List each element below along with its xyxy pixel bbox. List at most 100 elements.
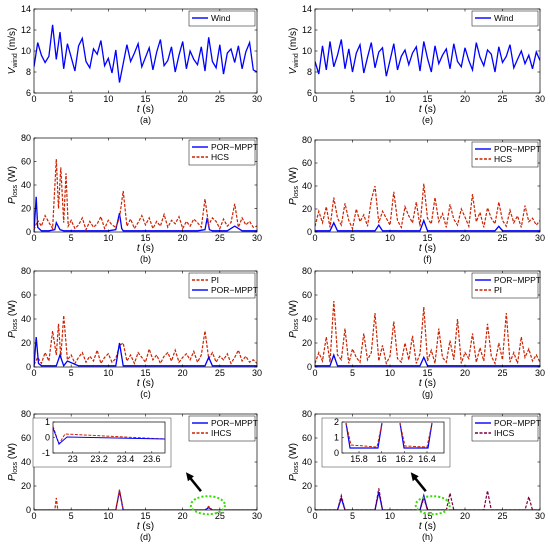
- y-tick-label-e-3: 12: [302, 25, 312, 35]
- panel-b: 0 5 10 15 20 25 30 0 20 40 60 80 t (s) Ploss (W) (b) PO…: [7, 133, 262, 264]
- y-axis-label-b: Ploss (W): [7, 166, 19, 204]
- x-tick-label-f-2: 10: [385, 233, 395, 243]
- inset-x-tick-label-h-3: 16.4: [418, 454, 436, 464]
- y-tick-label-e-4: 14: [302, 4, 312, 14]
- x-tick-label-a-2: 10: [103, 94, 113, 104]
- plot-area-b: [34, 159, 257, 232]
- plot-area-d: [34, 489, 257, 510]
- x-tick-label-g-4: 20: [460, 368, 470, 378]
- x-tick-label-h-6: 30: [535, 511, 545, 521]
- x-tick-label-h-2: 10: [385, 511, 395, 521]
- y-axis-label-a: Vwind (m/s): [7, 28, 19, 75]
- zoom-region-ellipse-d: [189, 495, 226, 516]
- series-line-b-1: [34, 159, 257, 232]
- x-tick-label-e-4: 20: [460, 94, 470, 104]
- legend-label-b-1: HCS: [211, 152, 229, 162]
- series-line-c-0: [34, 315, 257, 366]
- x-tick-label-d-6: 30: [252, 511, 262, 521]
- legend-a: Wind: [188, 10, 256, 27]
- y-tick-label-h-2: 40: [302, 457, 312, 467]
- legend-label-d-0: POR−MPPT: [211, 418, 258, 428]
- x-tick-label-g-2: 10: [385, 368, 395, 378]
- inset-y-tick-label-d-0: -1: [42, 448, 50, 458]
- series-line-f-1: [315, 183, 540, 231]
- x-tick-label-b-1: 5: [69, 233, 74, 243]
- x-tick-label-e-2: 10: [385, 94, 395, 104]
- x-tick-label-g-0: 0: [312, 368, 317, 378]
- series-line-d-1: [34, 489, 257, 510]
- y-tick-label-h-4: 80: [302, 409, 312, 419]
- caption-g: (g): [422, 389, 433, 399]
- inset-curve-ihcs-h: [345, 422, 433, 448]
- y-tick-label-e-2: 10: [302, 46, 312, 56]
- legend-box-h: [471, 415, 539, 442]
- x-axis-label-a: t (s): [137, 104, 154, 115]
- legend-label-f-0: POR−MPPT: [494, 144, 541, 154]
- series-line-e-0: [315, 39, 540, 77]
- x-tick-label-d-0: 0: [31, 511, 36, 521]
- x-tick-label-c-6: 30: [252, 368, 262, 378]
- x-tick-label-f-0: 0: [312, 233, 317, 243]
- legend-box-g: [471, 272, 539, 299]
- inset-h: 15.8 16 16.2 16.4 0 1 2: [321, 417, 451, 468]
- x-tick-label-a-1: 5: [69, 94, 74, 104]
- y-tick-label-h-3: 60: [302, 433, 312, 443]
- plot-area-h: [315, 488, 540, 510]
- y-tick-label-a-1: 8: [26, 67, 31, 77]
- legend-label-h-1: IHCS: [494, 428, 515, 438]
- x-tick-label-b-2: 10: [103, 233, 113, 243]
- y-tick-label-f-0: 0: [307, 227, 312, 237]
- y-tick-label-a-4: 14: [21, 4, 31, 14]
- x-axis-label-h: t (s): [419, 521, 436, 532]
- panel-a: 0 5 10 15 20 25 30 6 8 10 12 14 t (s) Vwind (m/s) (a) W…: [7, 4, 262, 125]
- series-line-h-0: [315, 491, 540, 510]
- y-tick-label-b-3: 60: [21, 157, 31, 167]
- x-tick-label-c-4: 20: [178, 368, 188, 378]
- series-line-g-1: [315, 300, 540, 366]
- y-tick-label-f-4: 80: [302, 135, 312, 145]
- inset-x-tick-label-d-2: 23.4: [117, 454, 135, 464]
- y-tick-label-b-1: 20: [21, 204, 31, 214]
- x-tick-label-d-1: 5: [69, 511, 74, 521]
- plot-area-a: [34, 24, 257, 83]
- y-axis-label-d: Ploss (W): [7, 443, 19, 481]
- y-tick-label-c-0: 0: [26, 362, 31, 372]
- x-axis-label-e: t (s): [419, 104, 436, 115]
- y-tick-label-b-0: 0: [26, 227, 31, 237]
- y-tick-label-c-4: 80: [21, 266, 31, 276]
- zoom-arrowhead-h: [410, 472, 419, 482]
- inset-x-tick-label-h-0: 15.8: [350, 454, 368, 464]
- x-axis-label-c: t (s): [137, 378, 154, 389]
- x-tick-label-f-1: 5: [350, 233, 355, 243]
- legend-box-c: [188, 272, 256, 299]
- inset-y-tick-label-d-1: 0: [45, 433, 50, 443]
- y-axis-label-h: Ploss (W): [288, 443, 300, 481]
- x-tick-label-b-4: 20: [178, 233, 188, 243]
- x-tick-label-f-3: 15: [422, 233, 432, 243]
- inset-x-tick-label-d-1: 23.2: [90, 454, 108, 464]
- x-tick-label-a-4: 20: [178, 94, 188, 104]
- x-tick-label-h-0: 0: [312, 511, 317, 521]
- x-tick-label-f-4: 20: [460, 233, 470, 243]
- caption-a: (a): [140, 115, 151, 125]
- caption-d: (d): [140, 532, 151, 542]
- y-tick-label-h-1: 20: [302, 481, 312, 491]
- inset-x-tick-label-h-2: 16.2: [396, 454, 414, 464]
- legend-box-d: [188, 415, 256, 442]
- legend-box-f: [471, 141, 539, 168]
- x-tick-label-d-2: 10: [103, 511, 113, 521]
- y-tick-label-d-2: 40: [21, 457, 31, 467]
- inset-curve-por-d: [52, 427, 166, 445]
- x-tick-label-h-1: 5: [350, 511, 355, 521]
- legend-label-b-0: POR−MPPT: [211, 142, 258, 152]
- legend-label-c-0: PI: [211, 275, 219, 285]
- x-tick-label-b-0: 0: [31, 233, 36, 243]
- x-tick-label-e-0: 0: [312, 94, 317, 104]
- panel-e: 0 5 10 15 20 25 30 6 8 10 12 14 t (s) Vwind (m/s) (e) W…: [288, 4, 545, 125]
